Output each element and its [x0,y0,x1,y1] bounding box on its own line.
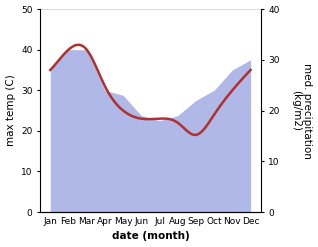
Y-axis label: med. precipitation
(kg/m2): med. precipitation (kg/m2) [291,62,313,159]
X-axis label: date (month): date (month) [112,231,189,242]
Y-axis label: max temp (C): max temp (C) [5,75,16,146]
